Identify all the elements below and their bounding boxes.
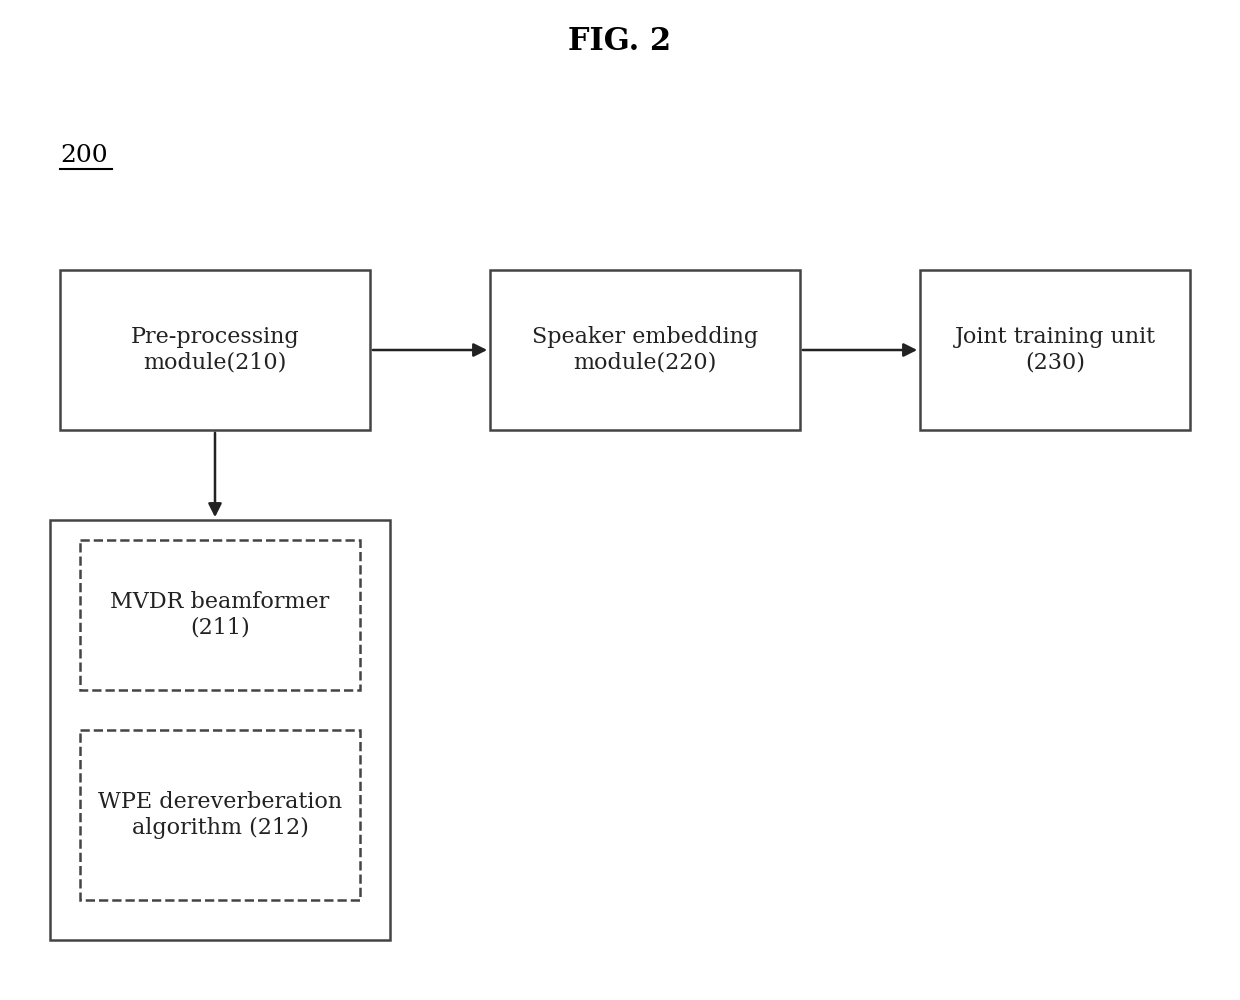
Text: Joint training unit
(230): Joint training unit (230) (955, 326, 1156, 374)
Bar (920, 270, 1190, 430)
Text: 200: 200 (60, 143, 108, 166)
Bar (81, 730, 360, 900)
Text: WPE dereverberation
algorithm (212): WPE dereverberation algorithm (212) (98, 791, 342, 839)
Bar (50, 520, 391, 940)
Text: MVDR beamformer
(211): MVDR beamformer (211) (110, 591, 330, 639)
Bar (81, 540, 360, 690)
Text: Speaker embedding
module(220): Speaker embedding module(220) (532, 326, 758, 374)
Bar (490, 270, 800, 430)
Bar (60, 270, 370, 430)
Text: Pre-processing
module(210): Pre-processing module(210) (130, 326, 299, 374)
Text: FIG. 2: FIG. 2 (568, 26, 672, 57)
